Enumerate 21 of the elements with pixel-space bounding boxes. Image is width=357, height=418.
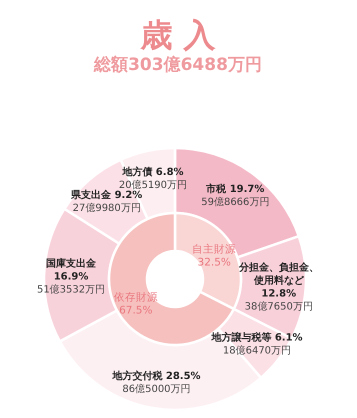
- text: 59億8666万円: [201, 196, 270, 208]
- data-label: 16.9%: [54, 271, 88, 282]
- slice-label: 県支出金 9.2%: [70, 189, 142, 202]
- chart-title: 歳 入: [139, 16, 217, 54]
- text: 18億6470万円: [222, 344, 292, 356]
- slice-label: 分担金、負担金、使用料など: [238, 262, 319, 287]
- data-label: 67.5%: [119, 304, 152, 317]
- slice-label: 地方交付税 28.5%: [111, 370, 201, 382]
- data-label: 32.5%: [198, 256, 231, 268]
- text: 38億7650万円: [244, 300, 313, 313]
- text: 51億3532万円: [36, 283, 106, 296]
- text: 86億5000万円: [122, 382, 191, 395]
- data-label: 12.8%: [261, 288, 296, 300]
- chart-subtitle: 総額303億6488万円: [93, 55, 262, 75]
- text: 27億9980万円: [72, 202, 141, 214]
- text: 20億5190万円: [118, 178, 188, 191]
- slice-label: 地方譲与税等 6.1%: [210, 332, 303, 344]
- slice-label: 地方債 6.8%: [121, 166, 184, 178]
- slice-label: 市税 19.7%: [205, 182, 264, 195]
- slice-label: 自主財源: [192, 242, 236, 256]
- slice-label: 国庫支出金: [46, 257, 98, 270]
